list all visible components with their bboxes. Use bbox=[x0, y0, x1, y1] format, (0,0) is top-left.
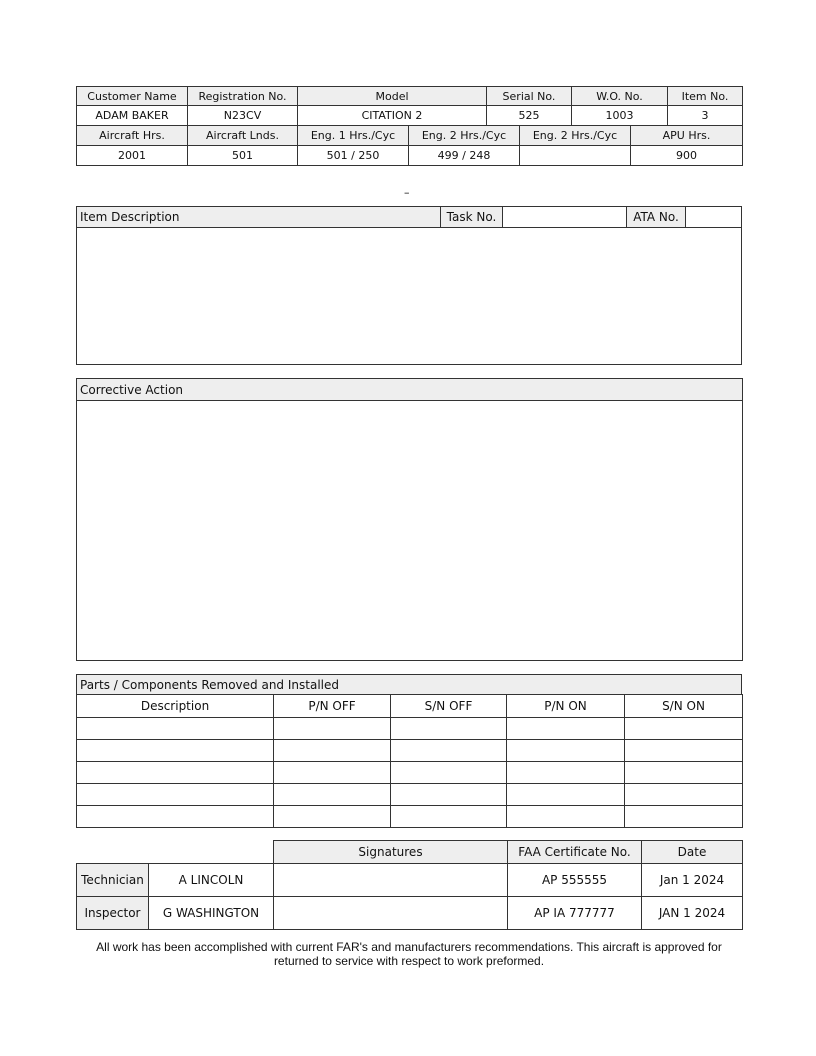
ata-no-label: ATA No. bbox=[626, 206, 686, 228]
header-value[interactable]: 499 / 248 bbox=[408, 145, 520, 166]
header-value[interactable]: 3 bbox=[667, 105, 743, 126]
header-value[interactable]: 501 / 250 bbox=[297, 145, 409, 166]
header-label: APU Hrs. bbox=[630, 125, 743, 146]
parts-cell[interactable] bbox=[624, 805, 743, 828]
header-value[interactable]: CITATION 2 bbox=[297, 105, 487, 126]
signoff-signature[interactable] bbox=[273, 896, 508, 930]
header-label: Eng. 2 Hrs./Cyc bbox=[408, 125, 520, 146]
header-label: Eng. 1 Hrs./Cyc bbox=[297, 125, 409, 146]
corrective-action-label: Corrective Action bbox=[76, 378, 743, 401]
header-label: Aircraft Lnds. bbox=[187, 125, 298, 146]
header-label: Customer Name bbox=[76, 86, 188, 106]
header-label: Item No. bbox=[667, 86, 743, 106]
parts-cell[interactable] bbox=[506, 805, 625, 828]
header-label: Registration No. bbox=[187, 86, 298, 106]
parts-cell[interactable] bbox=[273, 805, 391, 828]
header-value[interactable]: ADAM BAKER bbox=[76, 105, 188, 126]
parts-cell[interactable] bbox=[506, 761, 625, 784]
parts-cell[interactable] bbox=[76, 739, 274, 762]
signoff-name[interactable]: A LINCOLN bbox=[148, 863, 274, 897]
parts-cell[interactable] bbox=[76, 761, 274, 784]
header-value[interactable]: 1003 bbox=[571, 105, 668, 126]
signoff-column-header: Signatures bbox=[273, 840, 508, 864]
parts-cell[interactable] bbox=[390, 783, 507, 806]
parts-column-header: S/N ON bbox=[624, 694, 743, 718]
parts-cell[interactable] bbox=[624, 717, 743, 740]
task-no-label: Task No. bbox=[440, 206, 503, 228]
parts-column-header: S/N OFF bbox=[390, 694, 507, 718]
parts-cell[interactable] bbox=[273, 717, 391, 740]
signoff-column-header: FAA Certificate No. bbox=[507, 840, 642, 864]
signoff-name[interactable]: G WASHINGTON bbox=[148, 896, 274, 930]
parts-column-header: P/N ON bbox=[506, 694, 625, 718]
parts-column-header: Description bbox=[76, 694, 274, 718]
parts-cell[interactable] bbox=[506, 783, 625, 806]
parts-cell[interactable] bbox=[76, 783, 274, 806]
header-label: Eng. 2 Hrs./Cyc bbox=[519, 125, 631, 146]
parts-cell[interactable] bbox=[624, 761, 743, 784]
item-description-field[interactable] bbox=[76, 227, 742, 365]
parts-cell[interactable] bbox=[390, 739, 507, 762]
parts-cell[interactable] bbox=[273, 761, 391, 784]
signoff-cert[interactable]: AP 555555 bbox=[507, 863, 642, 897]
parts-column-header: P/N OFF bbox=[273, 694, 391, 718]
parts-cell[interactable] bbox=[76, 717, 274, 740]
task-no-field[interactable] bbox=[502, 206, 627, 228]
header-value[interactable]: 2001 bbox=[76, 145, 188, 166]
certification-statement: All work has been accomplished with curr… bbox=[96, 940, 722, 968]
signoff-role: Technician bbox=[76, 863, 149, 897]
parts-cell[interactable] bbox=[76, 805, 274, 828]
signoff-date[interactable]: JAN 1 2024 bbox=[641, 896, 743, 930]
header-label: Serial No. bbox=[486, 86, 572, 106]
header-value[interactable]: 900 bbox=[630, 145, 743, 166]
signoff-date[interactable]: Jan 1 2024 bbox=[641, 863, 743, 897]
parts-cell[interactable] bbox=[624, 739, 743, 762]
signoff-role: Inspector bbox=[76, 896, 149, 930]
parts-title: Parts / Components Removed and Installed bbox=[76, 674, 742, 695]
parts-cell[interactable] bbox=[506, 717, 625, 740]
header-value[interactable]: 525 bbox=[486, 105, 572, 126]
parts-cell[interactable] bbox=[273, 739, 391, 762]
signoff-column-header: Date bbox=[641, 840, 743, 864]
header-label: Aircraft Hrs. bbox=[76, 125, 188, 146]
header-value[interactable]: N23CV bbox=[187, 105, 298, 126]
signoff-cert[interactable]: AP IA 777777 bbox=[507, 896, 642, 930]
header-label: W.O. No. bbox=[571, 86, 668, 106]
corrective-action-field[interactable] bbox=[76, 400, 743, 661]
parts-cell[interactable] bbox=[273, 783, 391, 806]
header-label: Model bbox=[297, 86, 487, 106]
header-value[interactable] bbox=[519, 145, 631, 166]
parts-cell[interactable] bbox=[390, 717, 507, 740]
parts-cell[interactable] bbox=[390, 805, 507, 828]
parts-cell[interactable] bbox=[506, 739, 625, 762]
parts-cell[interactable] bbox=[390, 761, 507, 784]
ata-no-field[interactable] bbox=[685, 206, 742, 228]
signoff-signature[interactable] bbox=[273, 863, 508, 897]
item-description-label: Item Description bbox=[76, 206, 441, 228]
header-value[interactable]: 501 bbox=[187, 145, 298, 166]
separator: – bbox=[404, 186, 410, 199]
parts-cell[interactable] bbox=[624, 783, 743, 806]
